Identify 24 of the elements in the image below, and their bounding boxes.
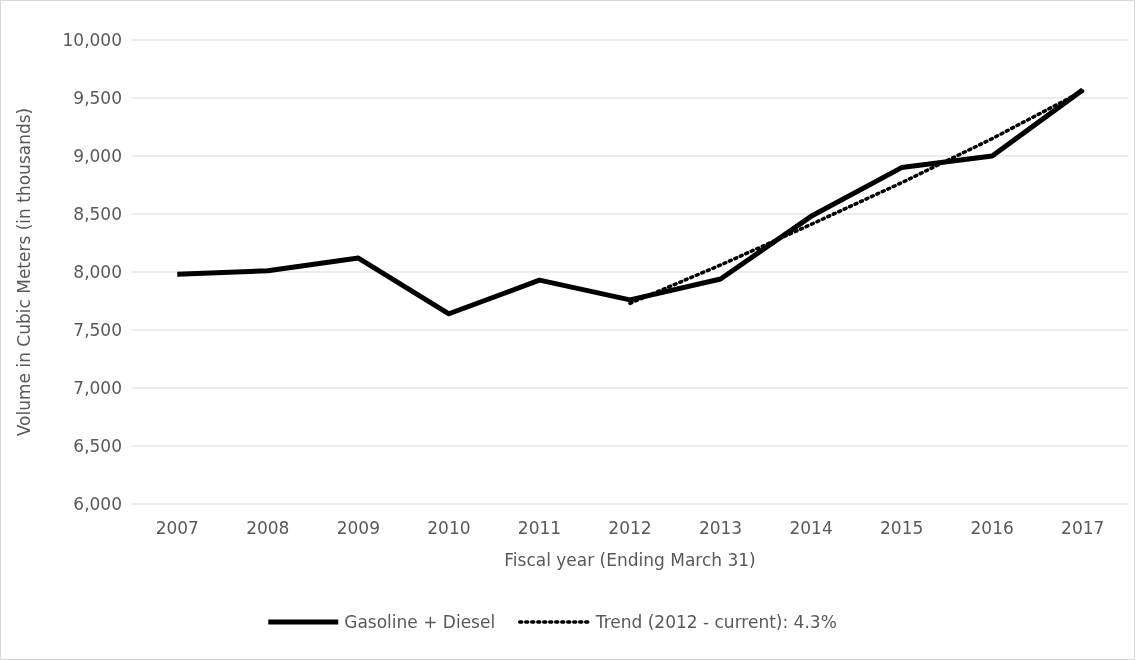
y-tick-label: 9,000 bbox=[73, 145, 122, 166]
x-tick-label: 2017 bbox=[1061, 518, 1105, 538]
x-tick-label: 2012 bbox=[608, 518, 652, 538]
legend-label: Trend (2012 - current): 4.3% bbox=[594, 612, 837, 632]
x-tick-label: 2015 bbox=[880, 518, 924, 538]
y-axis-title: Volume in Cubic Meters (in thousands) bbox=[14, 107, 34, 437]
x-tick-label: 2016 bbox=[970, 518, 1014, 538]
y-tick-label: 7,500 bbox=[73, 319, 122, 340]
legend-label: Gasoline + Diesel bbox=[344, 612, 496, 632]
x-tick-label: 2011 bbox=[517, 518, 562, 538]
x-tick-label: 2008 bbox=[246, 518, 290, 538]
x-tick-label: 2010 bbox=[427, 518, 471, 538]
y-tick-label: 6,000 bbox=[73, 493, 122, 514]
x-tick-label: 2007 bbox=[155, 518, 199, 538]
y-tick-label: 10,000 bbox=[62, 29, 122, 50]
x-tick-label: 2014 bbox=[789, 518, 833, 538]
y-tick-label: 7,000 bbox=[73, 377, 122, 398]
x-tick-label: 2013 bbox=[698, 518, 743, 538]
y-tick-label: 9,500 bbox=[73, 87, 122, 108]
y-tick-label: 8,500 bbox=[73, 203, 122, 224]
y-tick-label: 8,000 bbox=[73, 261, 122, 282]
x-tick-label: 2009 bbox=[336, 518, 380, 538]
y-tick-label: 6,500 bbox=[73, 435, 122, 456]
x-axis-title: Fiscal year (Ending March 31) bbox=[504, 550, 756, 570]
